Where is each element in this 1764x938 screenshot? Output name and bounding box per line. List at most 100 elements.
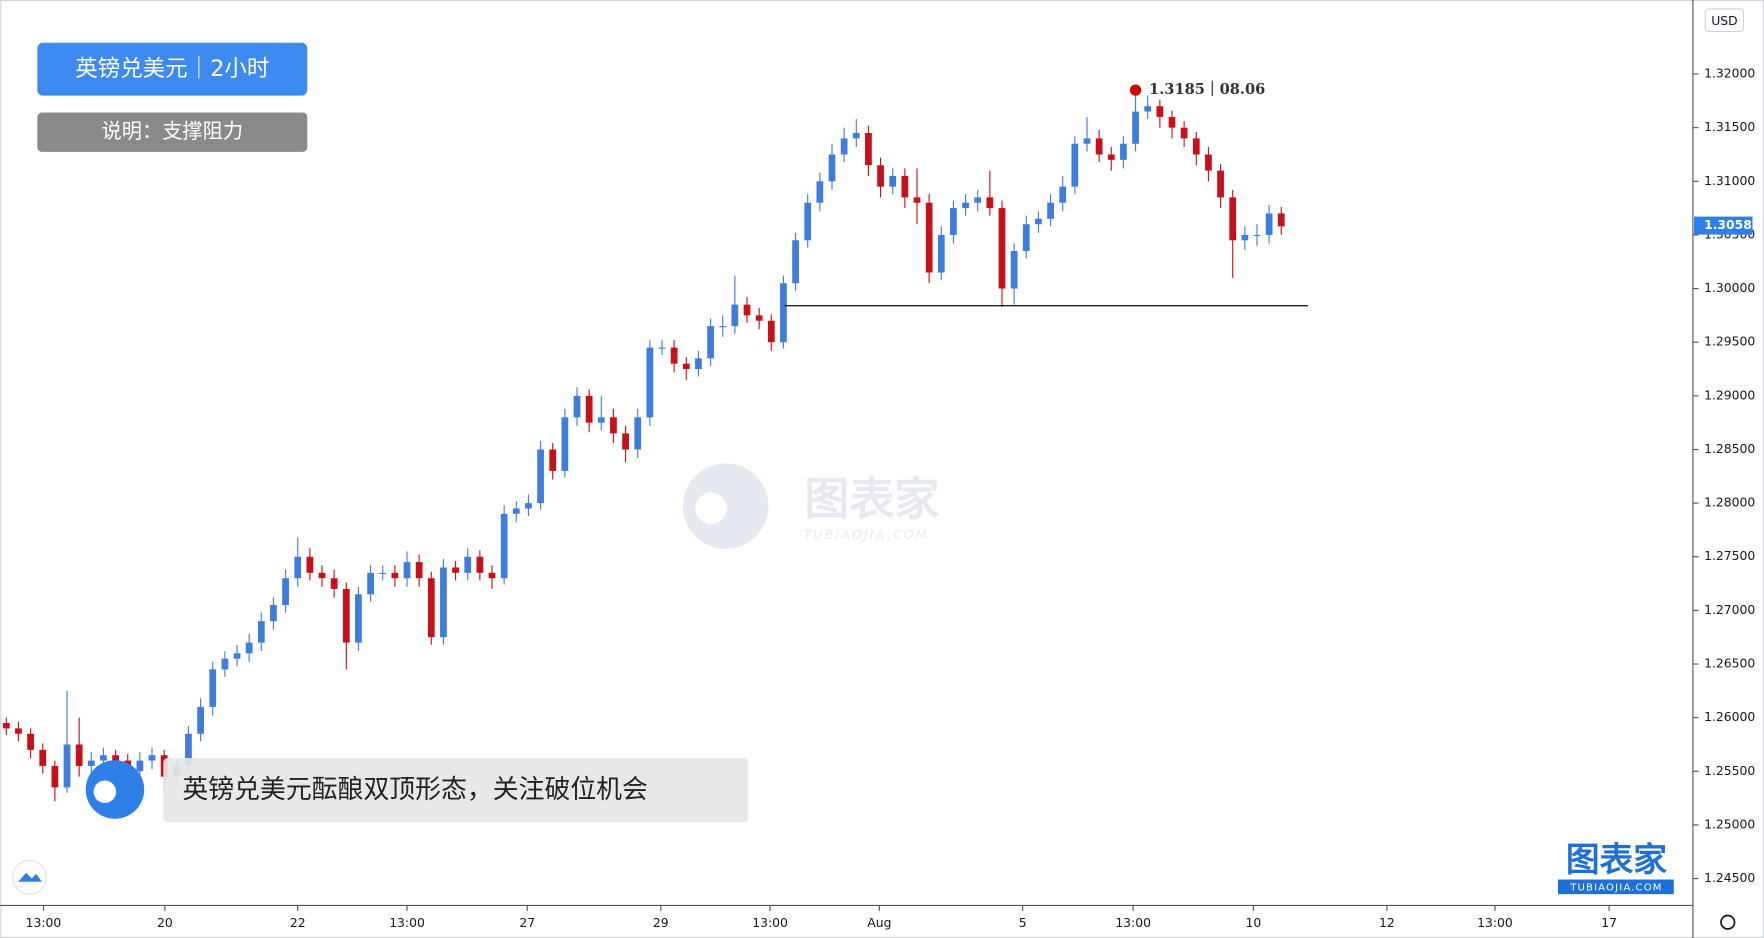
candle-body (537, 449, 544, 504)
candle-body (1277, 213, 1285, 227)
candle-body (962, 202, 969, 209)
candle-body (136, 760, 144, 772)
currency-box[interactable] (1704, 8, 1745, 33)
candle-body (63, 744, 71, 788)
y-tick-label: 1.29000 (1704, 388, 1755, 402)
candle-body (440, 567, 447, 638)
caption-logo (93, 780, 117, 804)
x-tick-label: 29 (653, 916, 669, 930)
candle-body (257, 621, 265, 643)
candle-body (525, 503, 532, 509)
candle-body (998, 208, 1006, 289)
candle-body (512, 508, 520, 514)
watermark: 图表家 TUBIAOJIA.COM (682, 463, 939, 549)
candle-body (148, 755, 156, 761)
watermark-site: TUBIAOJIA.COM (804, 528, 929, 542)
candle-body (75, 744, 83, 766)
candle-body (986, 197, 994, 209)
candle-body (1107, 154, 1115, 160)
candle-body (731, 304, 739, 327)
candle-body (15, 728, 22, 734)
x-tick-label: 27 (519, 916, 535, 930)
candle-body (865, 133, 872, 166)
y-tick-label: 1.24500 (1704, 871, 1755, 885)
candle-body (1095, 138, 1103, 155)
candle-body (549, 449, 557, 471)
candle-body (695, 358, 702, 370)
x-tick-label: 5 (1019, 916, 1027, 930)
candle-body (1083, 138, 1091, 144)
candle-body (403, 562, 411, 579)
y-tick-label: 1.31000 (1704, 174, 1755, 188)
y-tick-label: 1.26500 (1704, 657, 1755, 671)
candle-body (452, 567, 459, 573)
y-tick-label: 1.31500 (1704, 120, 1755, 134)
annotation-marker (1129, 84, 1142, 96)
watermark-logo (682, 463, 769, 549)
x-tick-label: Aug (867, 916, 891, 930)
last-price-box (1694, 216, 1753, 235)
chart-subtitle: 说明：支撑阻力 (101, 119, 243, 143)
candle-body (1047, 202, 1054, 219)
candle-body (658, 347, 666, 349)
watermark-logo (695, 492, 727, 525)
candle-body (767, 320, 775, 343)
candle-body (755, 315, 763, 321)
candle-body (573, 395, 581, 418)
candle-body (1156, 106, 1164, 117)
y-tick-label: 1.27500 (1704, 549, 1755, 563)
x-tick-label: 20 (157, 916, 173, 930)
candle-body (355, 594, 362, 643)
candle-body (1059, 186, 1067, 203)
candle-body (51, 765, 59, 788)
candle-body (561, 417, 569, 471)
y-tick-label: 1.30000 (1704, 281, 1755, 295)
candle-body (1180, 127, 1188, 139)
candle-body (877, 165, 884, 187)
x-tick-label: 22 (290, 916, 306, 930)
candle-body (634, 417, 642, 450)
candle-body (1071, 143, 1079, 187)
annotation-label: 1.3185｜08.06 (1149, 80, 1265, 98)
candle-body (209, 669, 217, 707)
candle-body (476, 556, 484, 573)
candle-body (1265, 213, 1273, 235)
x-tick-label: 12 (1379, 916, 1395, 930)
y-tick-label: 1.25500 (1704, 764, 1755, 778)
watermark-name: 图表家 (804, 473, 939, 526)
y-tick-label: 1.26000 (1704, 710, 1755, 724)
settings-icon[interactable] (1720, 914, 1736, 930)
candle-body (464, 556, 472, 573)
x-tick-label: 13:00 (1477, 916, 1513, 930)
candle-body (610, 417, 617, 434)
brand-bar (1557, 879, 1674, 895)
candle-body (391, 572, 399, 579)
candle-body (852, 133, 860, 139)
candle-body (780, 283, 787, 343)
candle-body (646, 347, 654, 418)
candle-body (743, 304, 751, 316)
x-tick-label: 13:00 (1115, 916, 1151, 930)
candle-body (1253, 234, 1261, 237)
x-tick-label: 13:00 (389, 916, 425, 930)
brand-name: 图表家 (1566, 840, 1667, 879)
candle-body (488, 572, 496, 579)
candle-body (221, 658, 229, 670)
candle-body (585, 395, 593, 423)
candle-body (1192, 138, 1200, 155)
candle-body (500, 513, 508, 579)
y-tick-label: 1.28000 (1704, 496, 1755, 510)
y-tick-label: 1.32000 (1704, 67, 1755, 81)
candle-body (306, 556, 314, 573)
candle-body (682, 363, 690, 370)
y-tick-label: 1.25000 (1704, 817, 1755, 831)
candle-body (1120, 143, 1127, 160)
candle-body (282, 578, 289, 606)
x-tick-label: 13:00 (752, 916, 788, 930)
candle-body (2, 723, 10, 729)
candle-body (427, 578, 435, 638)
last-price-label: 1.30587 (1704, 218, 1760, 232)
y-tick-label: 1.27000 (1704, 603, 1755, 617)
candle-body (974, 197, 982, 203)
